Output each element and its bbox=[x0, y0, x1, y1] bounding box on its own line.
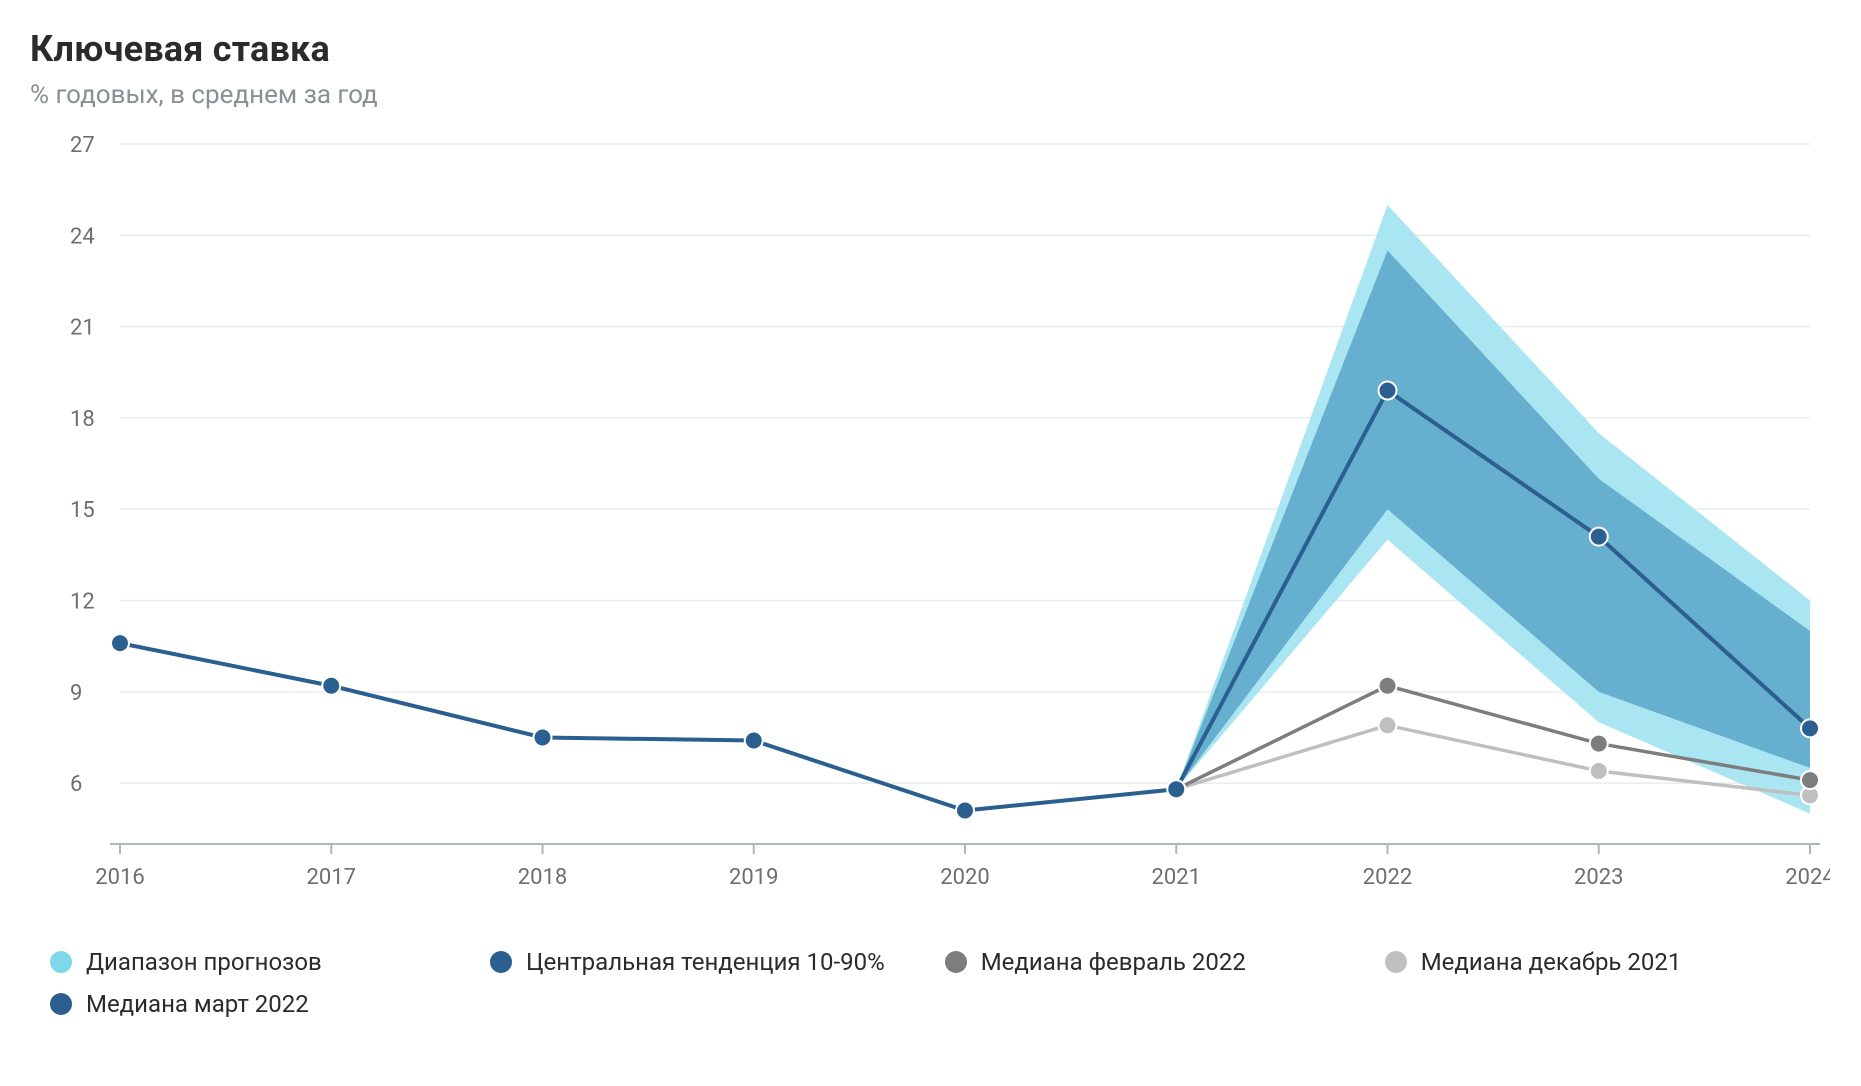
legend-label: Диапазон прогнозов bbox=[86, 948, 322, 976]
series-marker-median_mar2022 bbox=[111, 634, 129, 652]
legend-item: Медиана март 2022 bbox=[50, 990, 430, 1018]
legend-label: Медиана декабрь 2021 bbox=[1421, 948, 1682, 976]
legend: Диапазон прогнозов Центральная тенденция … bbox=[30, 948, 1831, 1018]
y-tick-label: 27 bbox=[70, 133, 95, 158]
legend-item: Медиана декабрь 2021 bbox=[1385, 948, 1765, 976]
y-tick-label: 15 bbox=[70, 498, 95, 523]
series-marker-median_mar2022 bbox=[534, 728, 552, 746]
x-tick-label: 2020 bbox=[940, 865, 989, 890]
series-marker-median_mar2022 bbox=[745, 732, 763, 750]
y-tick-label: 21 bbox=[70, 316, 95, 341]
chart-svg: 6 9 12 15 18 21 24 27 2016 2017 2018 2019 2020 2021 20… bbox=[30, 124, 1830, 924]
x-tick-label: 2022 bbox=[1363, 865, 1412, 890]
legend-dot-icon bbox=[50, 993, 72, 1015]
series-marker-median_feb2022 bbox=[1801, 771, 1819, 789]
series-marker-median_mar2022 bbox=[1167, 780, 1185, 798]
legend-dot-icon bbox=[50, 951, 72, 973]
legend-dot-icon bbox=[490, 951, 512, 973]
y-tick-label: 6 bbox=[70, 772, 82, 797]
x-tick-label: 2016 bbox=[95, 865, 144, 890]
y-tick-label: 24 bbox=[70, 224, 95, 249]
chart-container: Ключевая ставка % годовых, в среднем за … bbox=[0, 0, 1861, 1086]
legend-label: Центральная тенденция 10-90% bbox=[526, 948, 885, 976]
legend-label: Медиана февраль 2022 bbox=[981, 948, 1246, 976]
legend-dot-icon bbox=[945, 951, 967, 973]
x-tick-label: 2024 bbox=[1785, 865, 1830, 890]
y-tick-label: 18 bbox=[70, 407, 95, 432]
x-tick-label: 2017 bbox=[307, 865, 356, 890]
series-marker-median_mar2022 bbox=[1590, 528, 1608, 546]
y-tick-label: 9 bbox=[70, 681, 82, 706]
y-tick-label: 12 bbox=[70, 590, 95, 615]
chart-title: Ключевая ставка bbox=[30, 28, 1831, 70]
x-tick-label: 2019 bbox=[729, 865, 778, 890]
series-marker-median_mar2022 bbox=[1379, 382, 1397, 400]
x-tick-label: 2018 bbox=[518, 865, 567, 890]
series-marker-median_mar2022 bbox=[1801, 719, 1819, 737]
series-marker-median_feb2022 bbox=[1379, 677, 1397, 695]
series-marker-median_mar2022 bbox=[322, 677, 340, 695]
series-marker-median_mar2022 bbox=[956, 802, 974, 820]
legend-item: Медиана февраль 2022 bbox=[945, 948, 1325, 976]
x-tick-label: 2023 bbox=[1574, 865, 1623, 890]
x-tick-label: 2021 bbox=[1152, 865, 1201, 890]
legend-dot-icon bbox=[1385, 951, 1407, 973]
legend-item: Центральная тенденция 10-90% bbox=[490, 948, 885, 976]
series-marker-median_dec2021 bbox=[1590, 762, 1608, 780]
chart-plot: 6 9 12 15 18 21 24 27 2016 2017 2018 2019 2020 2021 20… bbox=[30, 124, 1830, 924]
legend-item: Диапазон прогнозов bbox=[50, 948, 430, 976]
chart-subtitle: % годовых, в среднем за год bbox=[30, 80, 1831, 110]
series-marker-median_dec2021 bbox=[1379, 716, 1397, 734]
legend-label: Медиана март 2022 bbox=[86, 990, 309, 1018]
series-marker-median_feb2022 bbox=[1590, 735, 1608, 753]
